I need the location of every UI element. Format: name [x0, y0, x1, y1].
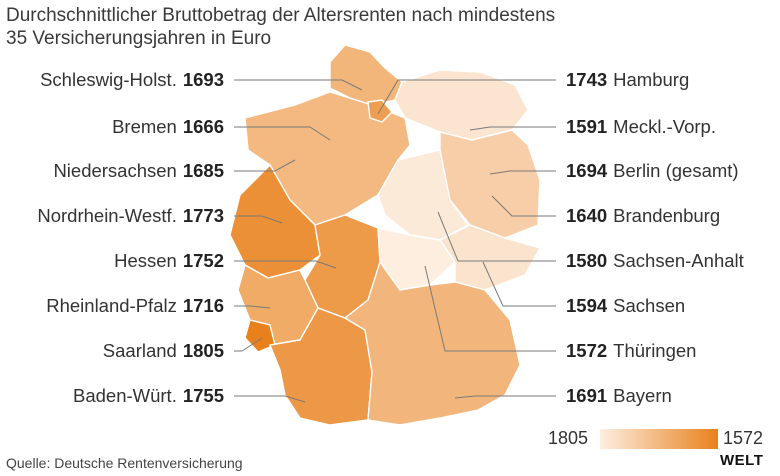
- leader-line-bayern: [454, 395, 556, 399]
- leader-line-nordrhein-westf: [234, 215, 283, 224]
- state-value: 1594: [566, 295, 608, 316]
- state-name: Hessen: [114, 250, 177, 271]
- source-note: Quelle: Deutsche Rentenversicherung: [6, 455, 243, 471]
- leader-line-saarland: [234, 337, 263, 352]
- state-name: Nordrhein-Westf.: [37, 205, 177, 226]
- state-value: 1685: [182, 160, 224, 181]
- legend-high-label: 1572: [723, 428, 764, 448]
- state-name: Sachsen: [613, 295, 686, 316]
- state-value: 1694: [566, 160, 608, 181]
- leader-line-brandenburg: [491, 195, 556, 217]
- state-value: 1693: [182, 69, 224, 90]
- leader-line-meckl-vorp: [469, 126, 556, 131]
- state-label-hamburg: 1743 Hamburg: [566, 69, 689, 91]
- legend-gradient-bar: [600, 429, 718, 449]
- state-label-meckl-vorp: 1591 Meckl.-Vorp.: [566, 116, 716, 138]
- state-name: Saarland: [102, 340, 177, 361]
- state-label-rheinland-pfalz: Rheinland-Pfalz 1716: [0, 295, 224, 317]
- state-value: 1755: [182, 385, 224, 406]
- state-value: 1691: [566, 385, 608, 406]
- state-name: Sachsen-Anhalt: [613, 250, 744, 271]
- state-region-nordrhein-westf: [229, 163, 321, 279]
- welt-logo: WELT: [720, 452, 764, 469]
- state-label-brandenburg: 1640 Brandenburg: [566, 205, 720, 227]
- chart-title-line1: Durchschnittlicher Bruttobetrag der Alte…: [6, 5, 556, 26]
- state-label-sachsen: 1594 Sachsen: [566, 295, 685, 317]
- leader-line-schleswig-holst: [234, 79, 363, 91]
- state-name: Bremen: [112, 116, 177, 137]
- state-value: 1716: [182, 295, 224, 316]
- state-name: Berlin (gesamt): [613, 160, 739, 181]
- state-name: Niedersachsen: [53, 160, 177, 181]
- state-name: Schleswig-Holst.: [40, 69, 177, 90]
- leader-line-bremen: [234, 126, 331, 141]
- state-name: Brandenburg: [613, 205, 721, 226]
- state-value: 1591: [566, 116, 608, 137]
- state-name: Thüringen: [613, 340, 697, 361]
- state-label-bremen: Bremen 1666: [0, 116, 224, 138]
- state-label-bayern: 1691 Bayern: [566, 385, 672, 407]
- chart-title-line2: 35 Versicherungsjahren in Euro: [6, 28, 272, 49]
- state-label-saarland: Saarland 1805: [0, 340, 224, 362]
- leader-line-niedersachsen: [234, 159, 296, 172]
- legend-low-label: 1805: [548, 428, 589, 448]
- state-label-th-ringen: 1572 Thüringen: [566, 340, 696, 362]
- leader-line-berlin-gesamt: [489, 170, 556, 175]
- state-value: 1805: [182, 340, 224, 361]
- leader-line-th-ringen: [424, 265, 556, 352]
- state-label-nordrhein-westf: Nordrhein-Westf. 1773: [0, 205, 224, 227]
- state-value: 1572: [566, 340, 608, 361]
- state-label-baden-w-rt: Baden-Würt. 1755: [0, 385, 224, 407]
- state-value: 1743: [566, 69, 608, 90]
- leader-line-hessen: [234, 260, 337, 269]
- state-value: 1752: [182, 250, 224, 271]
- state-label-sachsen-anhalt: 1580 Sachsen-Anhalt: [566, 250, 744, 272]
- state-label-berlin-gesamt: 1694 Berlin (gesamt): [566, 160, 739, 182]
- state-value: 1773: [182, 205, 224, 226]
- state-label-schleswig-holst: Schleswig-Holst. 1693: [0, 69, 224, 91]
- state-name: Hamburg: [613, 69, 690, 90]
- state-region-sachsen: [438, 224, 542, 291]
- state-name: Rheinland-Pfalz: [46, 295, 177, 316]
- state-label-niedersachsen: Niedersachsen 1685: [0, 160, 224, 182]
- leader-line-hamburg: [377, 79, 556, 115]
- state-region-bayern: [343, 260, 521, 426]
- leader-line-baden-w-rt: [234, 395, 306, 403]
- state-name: Baden-Würt.: [72, 385, 177, 406]
- state-label-hessen: Hessen 1752: [0, 250, 224, 272]
- leader-line-sachsen-anhalt: [437, 211, 556, 262]
- chart-title: Durchschnittlicher Bruttobetrag der Alte…: [6, 4, 706, 50]
- state-name: Meckl.-Vorp.: [613, 116, 716, 137]
- state-value: 1640: [566, 205, 608, 226]
- state-value: 1580: [566, 250, 608, 271]
- state-value: 1666: [182, 116, 224, 137]
- leader-line-sachsen: [482, 261, 556, 307]
- leader-line-rheinland-pfalz: [234, 305, 271, 309]
- color-legend: 1805 1572: [548, 426, 770, 450]
- state-name: Bayern: [613, 385, 672, 406]
